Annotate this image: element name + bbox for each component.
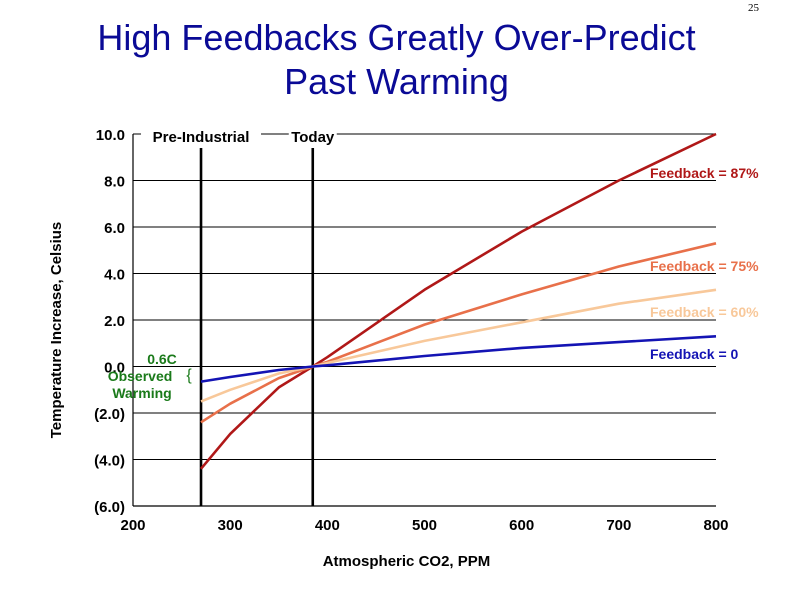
y-tick-label: 10.0 [96, 127, 125, 144]
series-line [200, 288, 717, 403]
marker-label-bg [288, 125, 337, 144]
marker-label: Today [291, 129, 335, 146]
annotation-line: Observed [108, 368, 173, 384]
y-tick-label: 0.0 [104, 360, 125, 377]
annotation-brace: { [186, 367, 192, 384]
marker-label: Pre-Industrial [153, 129, 250, 146]
x-axis-title: Atmospheric CO2, PPM [323, 553, 491, 570]
slide-title: High Feedbacks Greatly Over-Predict Past… [0, 16, 793, 104]
series-label: Feedback = 0 [650, 346, 739, 362]
series-line [200, 335, 717, 383]
slide-title-line-2: Past Warming [284, 61, 509, 102]
annotation-line: Warming [112, 385, 171, 401]
series-label: Feedback = 60% [650, 304, 759, 320]
annotation-line: 0.6C [147, 351, 177, 367]
x-tick-label: 700 [606, 517, 631, 534]
slide-number: 25 [748, 2, 759, 14]
y-tick-label: 2.0 [104, 313, 125, 330]
y-tick-label: (4.0) [94, 453, 125, 470]
y-tick-label: (6.0) [94, 499, 125, 516]
y-tick-label: 6.0 [104, 220, 125, 237]
series-label: Feedback = 75% [650, 258, 759, 274]
x-tick-label: 600 [509, 517, 534, 534]
y-tick-label: (2.0) [94, 406, 125, 423]
x-tick-label: 500 [412, 517, 437, 534]
marker-label-bg [141, 125, 262, 144]
y-tick-label: 8.0 [104, 174, 125, 191]
slide-title-line-1: High Feedbacks Greatly Over-Predict [97, 17, 696, 58]
x-tick-label: 200 [120, 517, 145, 534]
x-tick-label: 300 [218, 517, 243, 534]
y-tick-label: 4.0 [104, 267, 125, 284]
y-axis-title: Temperature Increase, Celsius [48, 222, 65, 439]
series-line [200, 132, 717, 470]
series-label: Feedback = 87% [650, 165, 759, 181]
x-tick-label: 800 [703, 517, 728, 534]
x-tick-label: 400 [315, 517, 340, 534]
